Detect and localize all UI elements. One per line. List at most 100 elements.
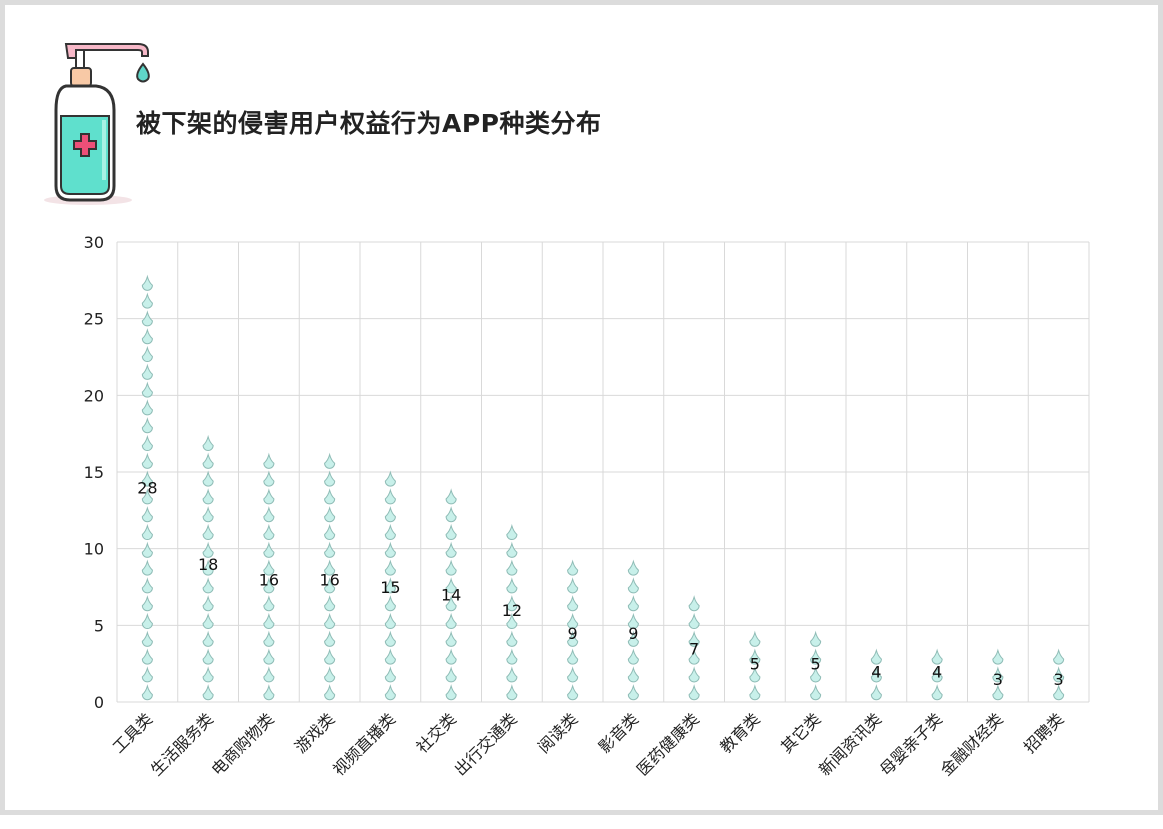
droplet-mark <box>263 470 275 487</box>
droplet-mark <box>141 434 153 451</box>
droplet-mark <box>1053 666 1065 683</box>
droplet-mark <box>141 541 153 558</box>
droplet-mark <box>324 577 336 594</box>
droplet-mark <box>506 595 518 612</box>
data-label: 4 <box>932 662 942 681</box>
droplet-mark <box>202 595 214 612</box>
droplet-mark <box>445 648 457 665</box>
droplet-mark <box>324 452 336 469</box>
droplet-mark <box>263 666 275 683</box>
data-label: 16 <box>319 570 339 589</box>
droplet-mark <box>202 541 214 558</box>
droplet-mark <box>749 630 761 647</box>
droplet-mark <box>445 595 457 612</box>
droplet-mark <box>445 684 457 701</box>
droplet-mark <box>324 523 336 540</box>
x-category-label: 母婴亲子类 <box>876 709 946 779</box>
droplet-mark <box>141 452 153 469</box>
data-label: 14 <box>441 586 461 605</box>
y-tick-label: 25 <box>84 310 104 329</box>
droplet-mark <box>384 595 396 612</box>
droplet-mark <box>506 559 518 576</box>
droplet-mark <box>141 523 153 540</box>
data-label: 4 <box>871 662 881 681</box>
droplet-mark <box>141 274 153 291</box>
droplet-mark <box>324 541 336 558</box>
droplet-mark <box>810 648 822 665</box>
x-category-label: 新闻资讯类 <box>815 709 885 779</box>
droplet-mark <box>141 328 153 345</box>
droplet-mark <box>992 666 1004 683</box>
x-category-label: 社交类 <box>413 709 460 756</box>
droplet-mark <box>627 648 639 665</box>
data-label: 5 <box>750 655 760 674</box>
grid-lines <box>116 241 1090 703</box>
droplet-mark <box>1053 684 1065 701</box>
droplet-mark <box>263 541 275 558</box>
data-label: 16 <box>259 570 279 589</box>
x-category-label: 游戏类 <box>291 709 338 756</box>
droplet-mark <box>263 630 275 647</box>
data-label: 12 <box>502 601 522 620</box>
y-axis-ticks: 0 5 10 15 20 25 30 <box>84 233 104 712</box>
droplet-mark <box>931 684 943 701</box>
droplet-mark <box>202 630 214 647</box>
droplet-mark <box>931 666 943 683</box>
droplet-mark <box>263 684 275 701</box>
droplet-mark <box>141 559 153 576</box>
droplet-mark <box>749 648 761 665</box>
droplet-mark <box>202 612 214 629</box>
droplet-mark <box>202 666 214 683</box>
droplet-mark <box>202 648 214 665</box>
droplet-mark <box>384 541 396 558</box>
droplet-mark <box>567 630 579 647</box>
data-label: 3 <box>1054 670 1064 689</box>
droplet-mark <box>263 577 275 594</box>
y-tick-label: 30 <box>84 233 104 252</box>
droplet-mark <box>870 666 882 683</box>
droplet-mark <box>141 417 153 434</box>
droplet-mark <box>627 666 639 683</box>
y-tick-label: 20 <box>84 386 104 405</box>
droplet-mark <box>263 488 275 505</box>
droplet-mark <box>567 559 579 576</box>
droplet-mark <box>141 595 153 612</box>
droplet-mark <box>688 648 700 665</box>
data-label: 9 <box>628 624 638 643</box>
droplet-mark <box>506 684 518 701</box>
droplet-mark <box>567 612 579 629</box>
y-tick-label: 15 <box>84 463 104 482</box>
droplet-mark <box>445 488 457 505</box>
droplet-mark <box>445 541 457 558</box>
x-category-label: 医药健康类 <box>633 709 703 779</box>
droplet-mark <box>567 577 579 594</box>
droplet-mark <box>384 666 396 683</box>
hand-sanitizer-bottle-icon <box>44 43 150 205</box>
droplet-mark <box>384 684 396 701</box>
data-label: 3 <box>993 670 1003 689</box>
droplet-mark <box>992 684 1004 701</box>
droplet-mark <box>506 630 518 647</box>
droplet-mark <box>202 434 214 451</box>
droplet-mark <box>627 630 639 647</box>
droplet-mark <box>627 684 639 701</box>
droplet-mark <box>324 470 336 487</box>
droplet-mark <box>749 666 761 683</box>
droplet-mark <box>202 488 214 505</box>
droplet-mark <box>445 630 457 647</box>
droplet-mark <box>445 577 457 594</box>
droplet-mark <box>1053 648 1065 665</box>
droplet-mark <box>384 630 396 647</box>
droplet-mark <box>992 648 1004 665</box>
droplet-mark <box>141 345 153 362</box>
droplet-mark <box>141 648 153 665</box>
droplet-mark <box>810 684 822 701</box>
droplet-mark <box>324 506 336 523</box>
droplet-mark <box>141 506 153 523</box>
droplet-mark <box>627 559 639 576</box>
x-category-label: 其它类 <box>777 709 824 756</box>
data-marks <box>141 274 1065 701</box>
data-label: 7 <box>689 639 699 658</box>
